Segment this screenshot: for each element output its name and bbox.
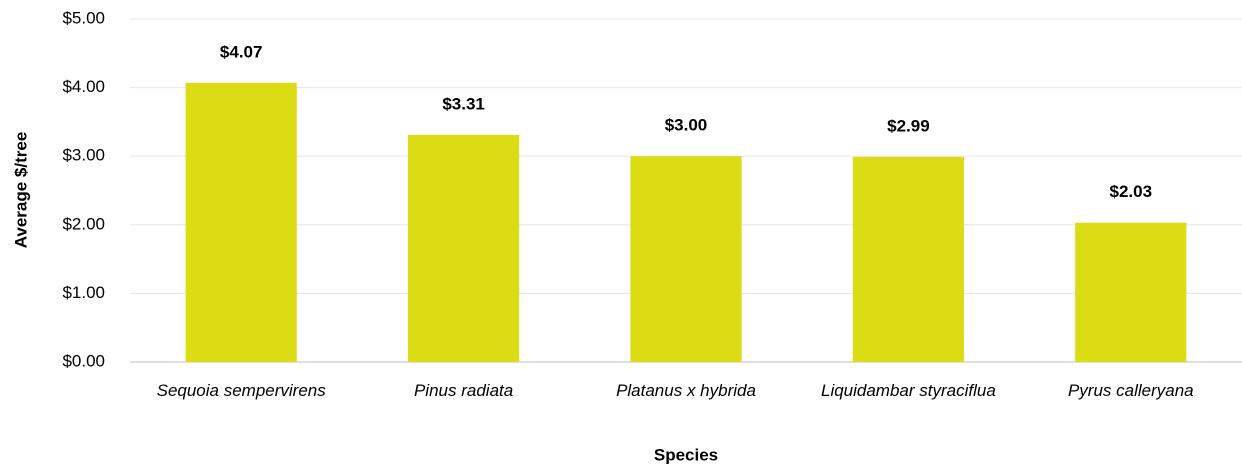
x-tick-label: Pinus radiata (413, 381, 514, 400)
bar (630, 156, 742, 362)
bar (185, 82, 297, 362)
bar (1075, 222, 1187, 362)
y-tick-label: $2.00 (62, 214, 105, 233)
y-tick-label: $0.00 (62, 351, 105, 370)
x-tick-label: Platanus x hybrida (616, 381, 756, 400)
bar (852, 156, 964, 362)
x-tick-label: Pyrus calleryana (1067, 381, 1194, 400)
y-tick-label: $3.00 (62, 146, 105, 165)
x-axis-label: Species (654, 445, 718, 464)
data-label: $2.99 (887, 116, 930, 135)
y-axis-label: Average $/tree (11, 132, 30, 249)
data-label: $3.00 (665, 116, 708, 135)
data-label: $3.31 (442, 94, 485, 113)
data-label: $4.07 (220, 42, 263, 61)
x-tick-label: Sequoia sempervirens (156, 381, 326, 400)
data-label: $2.03 (1110, 182, 1153, 201)
bar (408, 134, 520, 362)
y-tick-label: $4.00 (62, 77, 105, 96)
x-tick-label: Liquidambar styraciflua (820, 381, 996, 400)
y-tick-label: $5.00 (62, 8, 105, 27)
y-tick-label: $1.00 (62, 283, 105, 302)
